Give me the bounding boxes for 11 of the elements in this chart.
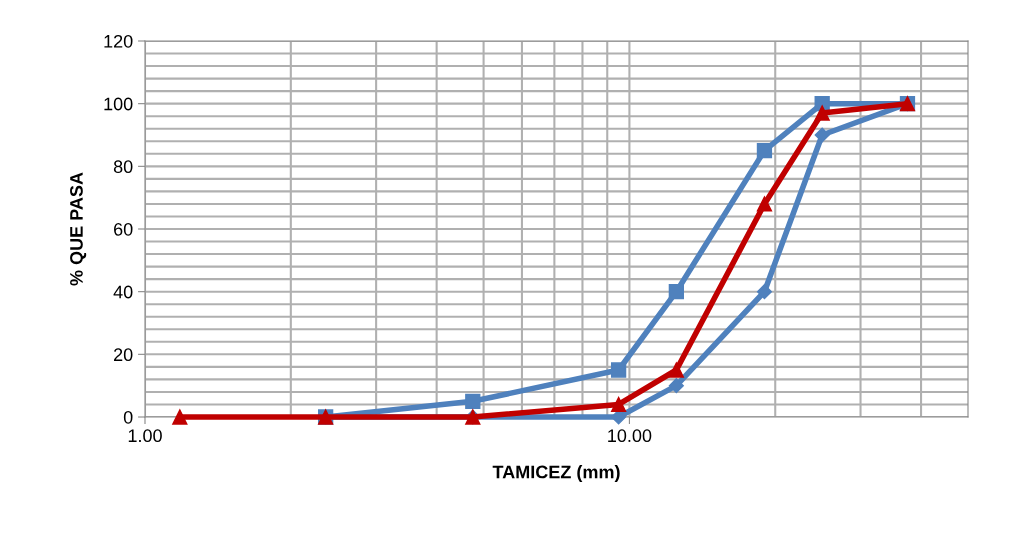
y-tick-label: 80 xyxy=(113,160,133,174)
x-tick-label: 10.00 xyxy=(608,429,652,443)
y-tick-label: 100 xyxy=(104,97,133,111)
y-tick-label: 60 xyxy=(114,222,133,236)
y-tick-label: 0 xyxy=(123,410,133,424)
y-tick-label: 20 xyxy=(114,348,133,362)
x-tick-label: 1.00 xyxy=(128,429,162,443)
y-axis-title: % QUE PASA xyxy=(70,172,87,286)
y-tick-label: 40 xyxy=(113,285,133,299)
y-tick-label: 120 xyxy=(104,34,133,48)
x-axis-title: TAMICEZ (mm) xyxy=(492,465,620,482)
